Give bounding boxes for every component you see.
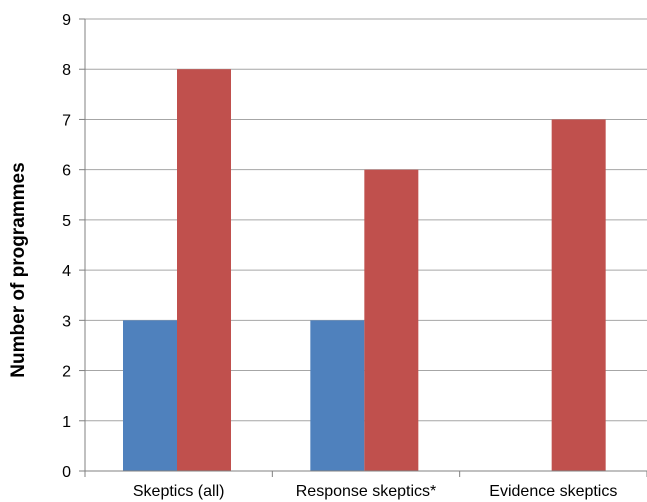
x-tick-label-0: Skeptics (all) <box>133 483 225 500</box>
y-tick-label-8: 8 <box>62 62 71 79</box>
axes <box>79 18 647 477</box>
y-axis-title: Number of programmes <box>8 162 29 377</box>
y-tick-label-4: 4 <box>62 263 71 280</box>
tick-labels: 0 1 2 3 4 5 6 7 8 9 Skeptics (all) Response skeptic… <box>62 12 617 500</box>
y-tick-label-9: 9 <box>62 12 71 29</box>
y-tick-label-5: 5 <box>62 213 71 230</box>
x-tick-label-2: Evidence skeptics <box>489 483 617 500</box>
bar-series2-2 <box>551 119 606 471</box>
y-tick-label-1: 1 <box>62 414 71 431</box>
y-tick-label-0: 0 <box>62 464 71 481</box>
bar-series1-0 <box>123 320 177 471</box>
bar-series2-1 <box>364 169 419 471</box>
y-tick-label-3: 3 <box>62 313 71 330</box>
y-tick-label-2: 2 <box>62 364 71 381</box>
bar-series2-0 <box>177 69 231 471</box>
y-tick-label-7: 7 <box>62 112 71 129</box>
y-tick-label-6: 6 <box>62 163 71 180</box>
x-tick-label-1: Response skeptics* <box>296 483 437 500</box>
bar-series1-1 <box>310 320 365 471</box>
bars <box>123 69 606 471</box>
